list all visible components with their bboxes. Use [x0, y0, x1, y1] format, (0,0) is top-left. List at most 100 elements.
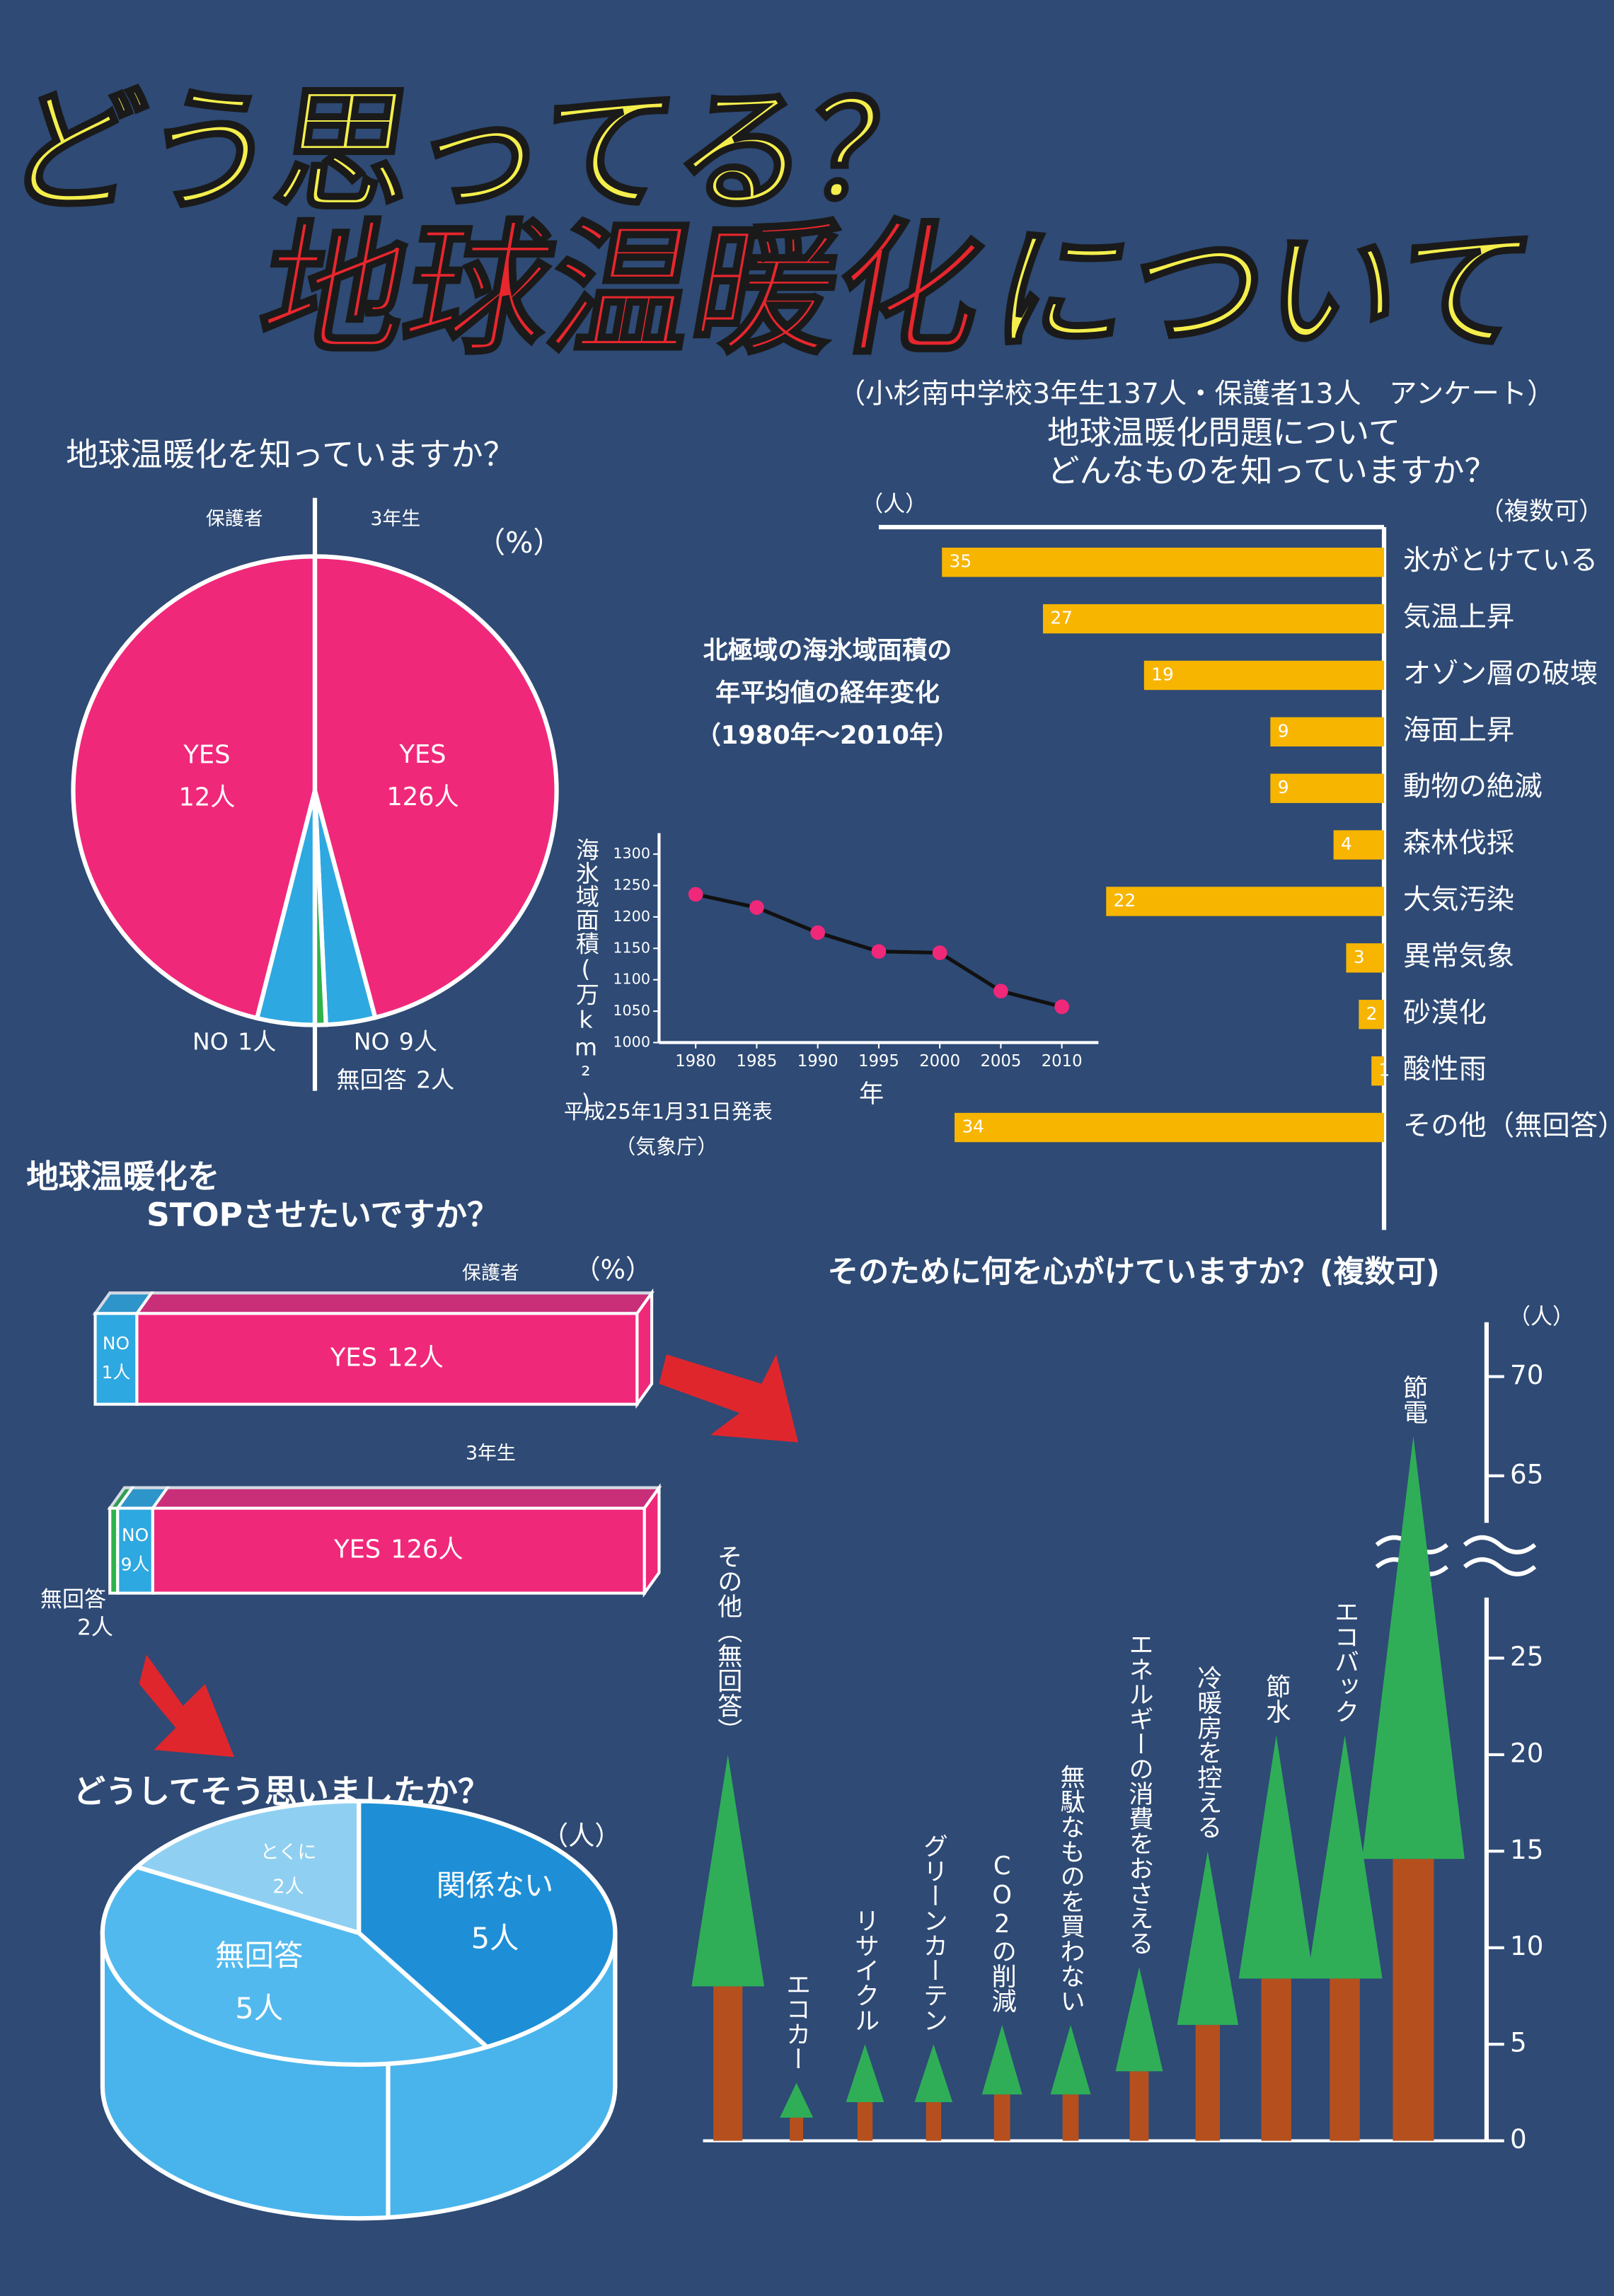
bar-segment: [151, 1506, 646, 1595]
x-axis-label: 年: [859, 1080, 884, 1109]
tree-trunk: [1330, 1978, 1360, 2141]
bar: [1346, 943, 1385, 973]
arrow: [659, 1354, 799, 1443]
slice-value: 2人: [273, 1876, 304, 1898]
chart-title: STOPさせたいですか？: [146, 1196, 500, 1233]
chart-title: 地球温暖化問題について: [1047, 414, 1400, 451]
tree-trunk: [857, 2102, 873, 2141]
value-label: 35: [950, 551, 972, 572]
point: [749, 900, 764, 915]
box-top: [149, 1486, 662, 1510]
tree: [846, 2044, 884, 2103]
tree-trunk: [1062, 2094, 1079, 2141]
category-label: 無駄なものを買わない: [1056, 1765, 1085, 2014]
tree-trunk: [1261, 1978, 1291, 2141]
tree-trunk: [790, 2117, 804, 2141]
chart-title: どんなものを知っていますか？: [1047, 452, 1497, 490]
box-top: [134, 1291, 655, 1315]
point: [688, 887, 703, 902]
tree: [1238, 1735, 1314, 1979]
category-label: 氷がとけている: [1403, 545, 1598, 577]
x-tick-label: 2010: [1042, 1052, 1083, 1071]
box-end: [642, 1483, 661, 1598]
source-note: （気象庁）: [615, 1135, 717, 1159]
label-value: 2人: [416, 1066, 454, 1093]
title-top: どう思ってる？: [0, 74, 955, 231]
category-label: 冷暖房を控える: [1193, 1665, 1222, 1839]
category-label: エネルギーの消費をおさえる: [1124, 1632, 1153, 1955]
tree-trunk: [1195, 2024, 1221, 2141]
label-value: 126人: [391, 1535, 463, 1564]
y-tick-label: 1150: [613, 939, 650, 956]
category-label: 気温上昇: [1403, 601, 1514, 633]
y-axis-label: 海氷域面積(万km²): [572, 838, 599, 1117]
x-tick-label: 2005: [980, 1052, 1021, 1071]
group-label: 保護者: [206, 508, 263, 530]
chart-title: 地球温暖化を知っていますか？: [66, 436, 515, 473]
chart-title: （1980年～2010年）: [696, 721, 959, 750]
tree: [914, 2044, 953, 2103]
slice-label: 無回答: [215, 1939, 303, 1973]
unit-label: （%）: [574, 1254, 652, 1285]
bar: [942, 547, 1385, 577]
x-tick-label: 1985: [736, 1052, 777, 1071]
point: [871, 944, 887, 959]
pie-slice: [100, 1864, 492, 2067]
category-label: その他（無回答）: [1403, 1110, 1614, 1142]
y-tick-label: 1100: [613, 971, 650, 988]
bar: [1359, 1000, 1385, 1029]
category-label: エコカー: [782, 1971, 811, 2071]
tree-trunk: [926, 2102, 942, 2141]
value-label: 34: [962, 1117, 984, 1137]
category-label: 動物の絶滅: [1403, 771, 1543, 803]
value-label: 22: [1114, 890, 1136, 911]
chart-title: 北極域の海氷域面積の: [703, 636, 952, 665]
label-value: 12人: [387, 1344, 444, 1373]
y-tick-label: 65: [1510, 1458, 1543, 1489]
slice-label: YES: [183, 741, 230, 770]
label-name: YES: [330, 1344, 377, 1373]
segment-value: 2人: [77, 1615, 113, 1640]
segment-label: YES 126人: [333, 1535, 463, 1564]
y-tick-label: 1050: [613, 1002, 650, 1019]
chart-title: そのために何を心がけていますか？(複数可): [827, 1254, 1439, 1290]
label-value: 9人: [399, 1027, 437, 1055]
source-note: 平成25年1月31日発表: [564, 1100, 773, 1124]
tree: [1361, 1436, 1465, 1859]
label-name: NO: [354, 1027, 390, 1055]
subtitle: （小杉南中学校3年生137人・保護者13人 アンケート）: [838, 378, 1555, 410]
point: [993, 983, 1008, 999]
slice-label: とくに: [260, 1841, 317, 1863]
slice-value: 5人: [471, 1922, 519, 1956]
y-tick-label: 5: [1510, 2027, 1527, 2058]
tree-trunk: [713, 1986, 743, 2141]
tree: [1177, 1851, 1239, 2025]
value-label: 4: [1341, 833, 1352, 854]
category-label: その他（無回答）: [713, 1544, 742, 1743]
segment-label: 無回答: [40, 1587, 106, 1613]
pie-slice: [357, 1799, 618, 2050]
category-label: 酸性雨: [1403, 1054, 1487, 1085]
slice-value: 5人: [235, 1991, 283, 2025]
pie-slice: [71, 554, 318, 1021]
category-label: 森林伐採: [1403, 828, 1514, 860]
tree: [1307, 1735, 1383, 1979]
slice-label: NO 1人: [192, 1027, 276, 1055]
y-tick-label: 1300: [613, 845, 650, 862]
tree-trunk: [1129, 2071, 1149, 2141]
point: [1054, 999, 1070, 1015]
tree-trunk: [993, 2094, 1010, 2141]
y-tick-label: 10: [1510, 1930, 1543, 1961]
value-label: 27: [1050, 608, 1073, 628]
group-label: 3年生: [370, 508, 420, 530]
label-name: NO: [192, 1027, 229, 1055]
segment-label: NO: [103, 1333, 129, 1354]
value-label: 9: [1278, 720, 1289, 741]
value-label: 2: [1366, 1003, 1378, 1024]
category-label: 大気汚染: [1403, 884, 1514, 916]
slice-label: NO 9人: [354, 1027, 437, 1055]
slice-label: 無回答 2人: [336, 1066, 454, 1093]
bar-segment: [135, 1312, 639, 1406]
bar: [1143, 660, 1385, 691]
